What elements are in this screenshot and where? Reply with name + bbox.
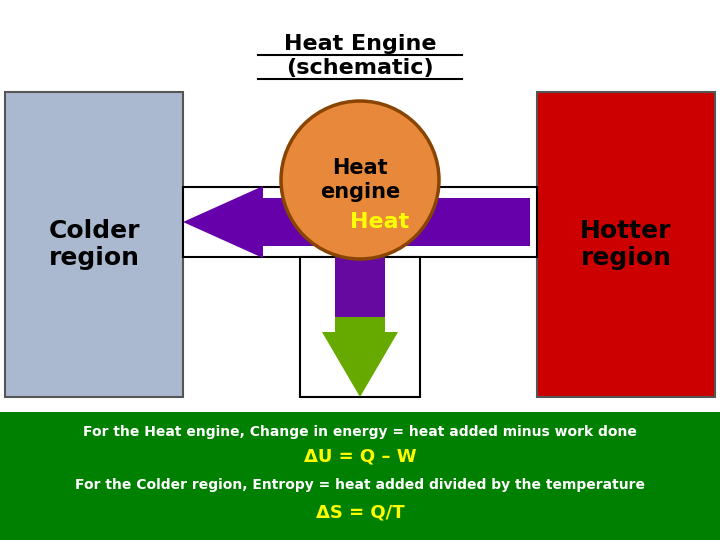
Bar [300,257,420,397]
Text: Colder
region: Colder region [48,219,140,271]
Text: ΔU = Q – W: ΔU = Q – W [304,448,416,466]
Bar [5,92,183,397]
Bar [0,412,720,540]
Bar [537,92,715,397]
Polygon shape [322,257,398,397]
Text: (schematic): (schematic) [286,58,434,78]
Text: For the Colder region, Entropy = heat added divided by the temperature: For the Colder region, Entropy = heat ad… [75,478,645,492]
Polygon shape [335,257,385,317]
Text: Heat
engine: Heat engine [320,158,400,201]
Polygon shape [183,186,530,258]
Ellipse shape [281,101,439,259]
Bar [183,187,537,257]
Text: ΔS = Q/T: ΔS = Q/T [315,503,405,521]
Text: Hotter
region: Hotter region [580,219,672,271]
Text: For the Heat engine, Change in energy = heat added minus work done: For the Heat engine, Change in energy = … [83,425,637,439]
Text: Heat Engine: Heat Engine [284,34,436,54]
Text: Heat: Heat [351,212,410,232]
